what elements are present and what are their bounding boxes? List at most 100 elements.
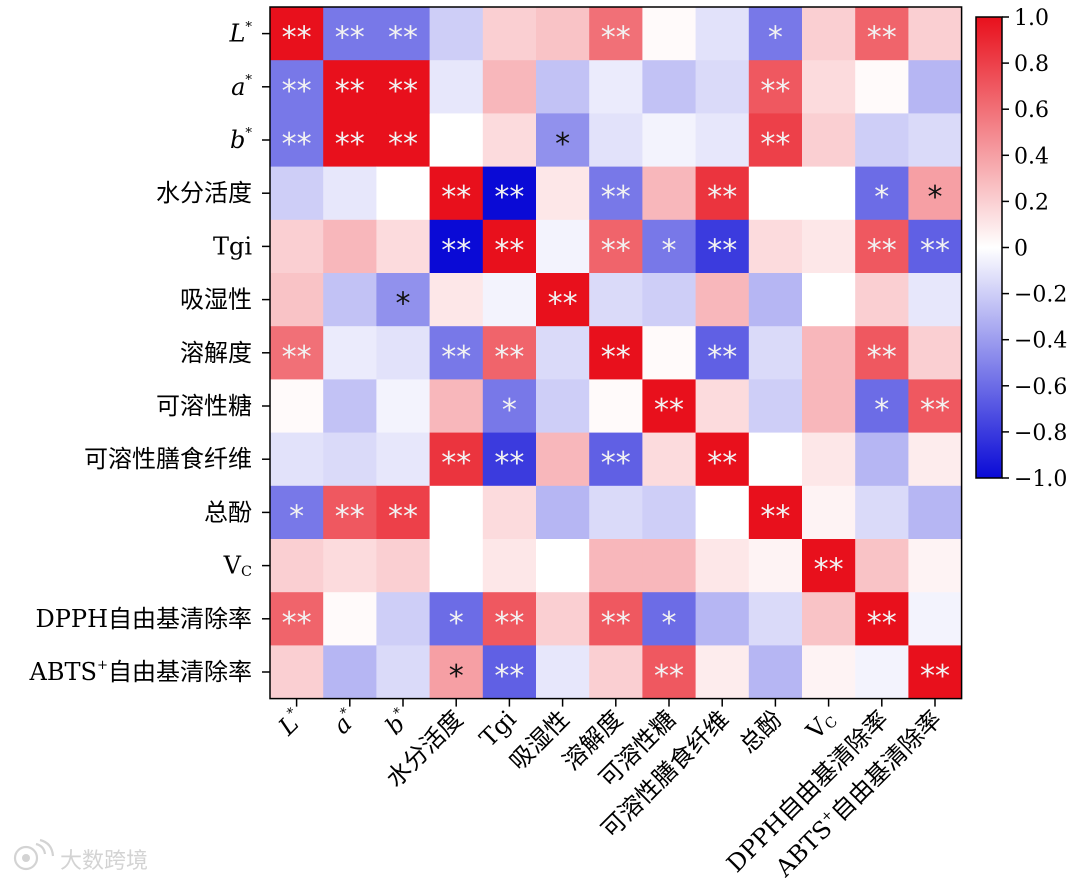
heatmap-cell-r2-c12 [855,60,909,114]
significance-marker-r10-c1: * [289,499,304,534]
significance-marker-r13-c8: ** [654,659,684,694]
heatmap-cell-r13-c8 [642,645,696,699]
colorbar-tick-label-7: −0.2 [1014,283,1067,308]
heatmap-cell-r8-c12 [855,379,909,433]
heatmap-cell-r2-c2 [323,60,377,114]
heatmap-cell-r8-c3 [376,379,430,433]
column-label-6: 吸湿性 [504,705,575,776]
heatmap-cell-r13-c5 [482,645,537,699]
heatmap-cell-r5-c12 [855,219,909,274]
heatmap-cell-r13-c12 [855,645,909,699]
weibo-style-logo-icon [13,838,55,871]
watermark-text: 大数跨境 [60,849,148,874]
heatmap-cell-r9-c3 [376,432,430,487]
significance-marker-r13-c13: ** [920,659,950,694]
heatmap-cell-r1-c4 [429,7,484,61]
significance-marker-r4-c13: * [928,180,943,215]
heatmap-cell-r9-c9 [695,432,750,487]
heatmap-cell-r13-c1 [270,645,324,699]
heatmap-cell-r9-c1 [270,432,324,487]
heatmap-cell-r11-c13 [908,539,962,593]
heatmap-cell-r10-c10 [748,485,803,540]
significance-marker-r10-c2: ** [335,499,365,534]
heatmap-cell-r1-c13 [908,7,962,61]
row-label-13: ABTS+自由基清除率 [29,658,252,686]
heatmap-cell-r13-c7 [589,645,643,699]
heatmap-cell-r4-c3 [376,166,430,221]
heatmap-cell-r1-c8 [642,7,696,61]
heatmap-cell-r9-c13 [908,432,962,487]
row-label-3: b* [230,126,252,154]
heatmap-cell-r11-c11 [802,539,856,593]
significance-marker-r3-c6: * [555,127,570,162]
heatmap-cell-r3-c9 [695,113,750,167]
heatmap-cell-r13-c13 [908,645,962,699]
heatmap-cell-r12-c12 [855,592,909,646]
heatmap-cell-r4-c5 [482,166,537,221]
heatmap-cell-r12-c10 [748,592,803,646]
heatmap-cell-r6-c13 [908,273,962,327]
heatmap-cell-r9-c4 [429,432,484,487]
significance-marker-r1-c7: ** [601,21,631,56]
heatmap-cell-r11-c10 [748,539,803,593]
heatmap-cell-r4-c2 [323,166,377,221]
row-label-11: VC [223,552,252,580]
heatmap-cell-r4-c1 [270,166,324,221]
significance-marker-r4-c4: ** [441,180,471,215]
significance-marker-r7-c9: ** [707,340,737,375]
heatmap-cell-r11-c2 [323,539,377,593]
heatmap-cell-r1-c2 [323,7,377,61]
heatmap-cell-r6-c4 [429,273,484,327]
significance-marker-r6-c6: ** [548,287,578,322]
heatmap-cell-r11-c7 [589,539,643,593]
heatmap-cell-r13-c4 [429,645,484,699]
heatmap-cell-r9-c11 [802,432,856,487]
heatmap-cell-r2-c7 [589,60,643,114]
heatmap-cell-r5-c1 [270,219,324,274]
colorbar-ticks: 1.0 0.8 0.6 0.4 0.2 0 −0.2 −0.4 −0.6 −0.8 −1.0 [1002,6,1067,492]
heatmap-cell-r2-c11 [802,60,856,114]
heatmap-cell-r5-c7 [589,219,643,274]
heatmap-cell-r2-c9 [695,60,750,114]
heatmap-cell-r7-c7 [589,326,643,380]
row-label-6: 吸湿性 [180,286,252,314]
heatmap-cell-r2-c1 [270,60,324,114]
heatmap-cell-r4-c4 [429,166,484,221]
heatmap-cell-r13-c9 [695,645,750,699]
heatmap-cell-r1-c11 [802,7,856,61]
heatmap-cell-r3-c10 [748,113,803,167]
heatmap-cell-r10-c6 [536,485,590,540]
heatmap-cell-r7-c9 [695,326,750,380]
heatmap-cell-r2-c10 [748,60,803,114]
row-label-9: 可溶性膳食纤维 [84,445,252,473]
heatmap-cell-r4-c9 [695,166,750,221]
column-label-2: a* [327,705,362,740]
heatmap-cell-r6-c8 [642,273,696,327]
heatmap-cell-r8-c4 [429,379,484,433]
heatmap-cell-r3-c12 [855,113,909,167]
heatmap-cell-r10-c12 [855,485,909,540]
heatmap-cell-r12-c11 [802,592,856,646]
heatmap-cell-r1-c12 [855,7,909,61]
significance-marker-r5-c9: ** [707,233,737,268]
significance-marker-r1-c2: ** [335,21,365,56]
colorbar-tick-label-6: 0 [1014,237,1028,262]
significance-marker-r1-c12: ** [867,21,897,56]
heatmap-cell-r9-c8 [642,432,696,487]
heatmap-cell-r7-c2 [323,326,377,380]
heatmap-cell-r3-c2 [323,113,377,167]
significance-marker-r4-c7: ** [601,180,631,215]
heatmap-cell-r9-c5 [482,432,537,487]
heatmap-cell-r10-c4 [429,485,484,540]
significance-marker-r2-c3: ** [388,74,418,109]
heatmap-cell-r7-c12 [855,326,909,380]
heatmap-cell-r12-c1 [270,592,324,646]
column-label-10: 总酚 [734,705,788,759]
significance-marker-r8-c8: ** [654,393,684,428]
heatmap-cell-r9-c6 [536,432,590,487]
heatmap-cell-r10-c8 [642,485,696,540]
significance-marker-r3-c10: ** [760,127,790,162]
colorbar-gradient [975,16,1003,479]
heatmap-cell-r6-c6 [536,273,590,327]
